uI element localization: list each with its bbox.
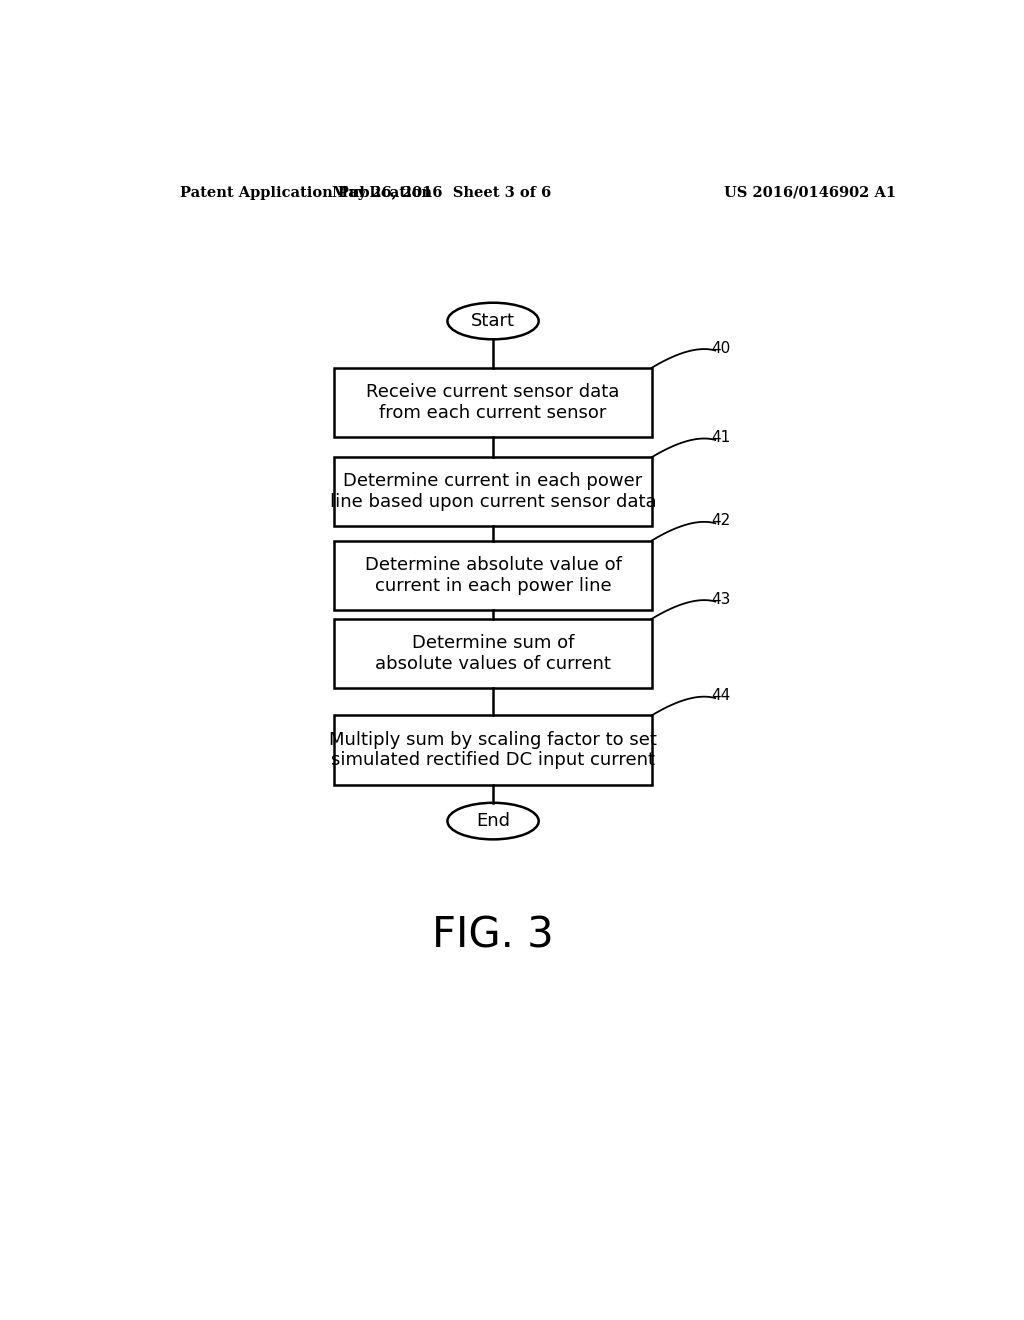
- Text: May 26, 2016  Sheet 3 of 6: May 26, 2016 Sheet 3 of 6: [332, 186, 551, 199]
- Text: 43: 43: [712, 591, 731, 607]
- Text: Start: Start: [471, 312, 515, 330]
- Text: 41: 41: [712, 430, 730, 445]
- Text: Patent Application Publication: Patent Application Publication: [179, 186, 431, 199]
- Text: Determine sum of
absolute values of current: Determine sum of absolute values of curr…: [375, 634, 611, 673]
- Text: Determine current in each power
line based upon current sensor data: Determine current in each power line bas…: [330, 473, 656, 511]
- Text: End: End: [476, 812, 510, 830]
- Text: 42: 42: [712, 513, 730, 528]
- Text: FIG. 3: FIG. 3: [432, 915, 554, 957]
- Text: Multiply sum by scaling factor to set
simulated rectified DC input current: Multiply sum by scaling factor to set si…: [329, 730, 657, 770]
- Text: 44: 44: [712, 688, 730, 704]
- Text: 40: 40: [712, 341, 730, 355]
- Text: US 2016/0146902 A1: US 2016/0146902 A1: [724, 186, 897, 199]
- Text: Receive current sensor data
from each current sensor: Receive current sensor data from each cu…: [367, 383, 620, 421]
- Text: Determine absolute value of
current in each power line: Determine absolute value of current in e…: [365, 556, 622, 594]
